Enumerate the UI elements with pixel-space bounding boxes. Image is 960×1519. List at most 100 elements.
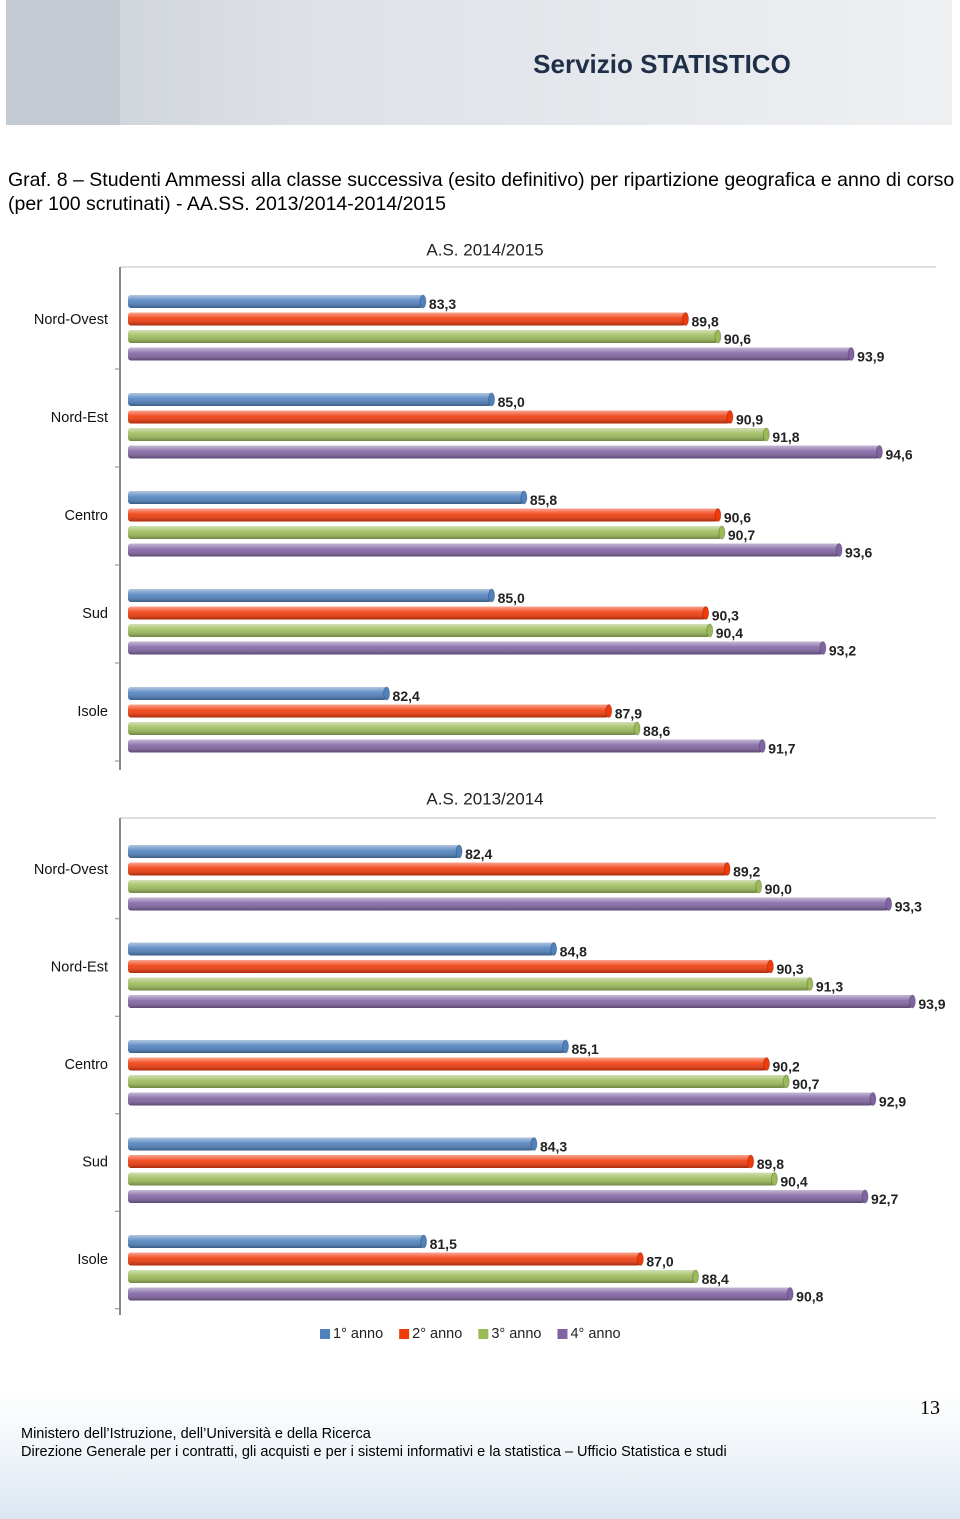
bar-cap [419, 294, 427, 309]
value-label: 88,6 [643, 723, 670, 739]
bar-shine [128, 1287, 791, 1301]
bar-cap [766, 959, 774, 974]
category-label: Nord-Est [51, 410, 108, 426]
bar-shine [128, 739, 763, 753]
bar-shine [128, 347, 852, 361]
bar-cap [550, 942, 558, 956]
bar-cap [875, 445, 883, 459]
value-label: 90,6 [724, 331, 751, 347]
bar-cap [562, 1039, 570, 1054]
category-label: Nord-Ovest [34, 862, 108, 878]
bar-shine [128, 428, 767, 441]
bar-shine [128, 687, 387, 700]
legend-swatch [320, 1329, 330, 1339]
bar-cap [726, 410, 734, 424]
bar-shine [128, 1235, 424, 1248]
bar-cap [714, 508, 722, 522]
bar-shine [128, 704, 609, 718]
header-banner [6, 0, 952, 125]
bar-cap [806, 977, 814, 991]
value-label: 83,3 [429, 296, 456, 312]
bar-cap [488, 392, 496, 407]
bar-shine [128, 1172, 775, 1186]
category-label: Nord-Ovest [34, 312, 108, 328]
bar-cap [758, 739, 766, 753]
value-label: 84,3 [540, 1139, 567, 1155]
category-label: Isole [77, 1252, 108, 1268]
bar-shine [128, 897, 889, 911]
bar-cap [819, 641, 827, 655]
page-number: 13 [920, 1397, 940, 1419]
legend-label: 4° anno [570, 1326, 620, 1342]
value-label: 90,4 [780, 1174, 807, 1190]
bar-cap [488, 588, 496, 603]
category-label: Sud [82, 606, 108, 622]
bar-cap [847, 347, 855, 361]
value-label: 90,7 [792, 1076, 819, 1092]
value-label: 93,2 [829, 643, 856, 659]
value-label: 92,9 [879, 1094, 906, 1110]
bar-cap [383, 686, 391, 701]
chart-title: A.S. 2014/2015 [426, 240, 543, 259]
bar-shine [128, 995, 913, 1008]
value-label: 93,6 [845, 545, 872, 561]
header-photo [6, 0, 120, 125]
bar-cap [530, 1137, 538, 1151]
category-label: Nord-Est [51, 959, 108, 975]
value-label: 82,4 [465, 846, 492, 862]
value-label: 94,6 [885, 447, 912, 463]
category-label: Centro [64, 1057, 108, 1073]
value-label: 88,4 [702, 1271, 729, 1287]
legend-swatch [399, 1329, 410, 1339]
category-label: Isole [77, 704, 108, 720]
caption: Graf. 8 – Studenti Ammessi alla classe s… [8, 169, 955, 215]
value-label: 90,3 [712, 608, 739, 624]
value-label: 85,8 [530, 492, 557, 508]
value-label: 84,8 [560, 944, 587, 960]
legend-swatch [478, 1329, 489, 1339]
value-label: 93,9 [857, 349, 884, 365]
value-label: 90,4 [716, 625, 743, 641]
bar-cap [885, 897, 893, 911]
value-label: 92,7 [871, 1191, 898, 1207]
legend-label: 2° anno [412, 1326, 462, 1342]
footer-band [0, 1390, 960, 1519]
value-label: 91,7 [768, 741, 795, 757]
value-label: 89,8 [757, 1156, 784, 1172]
bar-shine [128, 880, 759, 893]
value-label: 82,4 [393, 688, 420, 704]
bar-cap [835, 543, 843, 557]
bar-shine [128, 445, 880, 459]
bar-shine [128, 845, 460, 858]
value-label: 87,0 [646, 1254, 673, 1270]
bar-cap [714, 329, 722, 344]
bar-shine [128, 977, 810, 991]
bar-shine [128, 312, 686, 326]
bar-shine [128, 1092, 873, 1106]
bar-shine [128, 1075, 787, 1088]
value-label: 90,8 [796, 1289, 823, 1305]
charts: A.S. 2014/2015 Nord-Ovest 83,3 89,8 90,6 93,9… [34, 240, 946, 1341]
value-label: 90,6 [724, 510, 751, 526]
bar-shine [128, 295, 423, 308]
bar-shine [128, 589, 492, 602]
header-brand: Servizio STATISTICO [533, 49, 791, 79]
legend-swatch [557, 1329, 568, 1339]
bar-shine [128, 1155, 751, 1168]
value-label: 87,9 [615, 706, 642, 722]
bar-cap [861, 1189, 869, 1204]
value-label: 93,3 [895, 899, 922, 915]
value-label: 90,7 [728, 527, 755, 543]
footer-line: Direzione Generale per i contratti, gli … [21, 1444, 727, 1460]
value-label: 90,0 [765, 881, 792, 897]
category-label: Sud [82, 1154, 108, 1170]
bar-shine [128, 1057, 767, 1071]
bar-shine [128, 1040, 566, 1053]
bar-shine [128, 1137, 534, 1151]
legend-label: 1° anno [333, 1326, 383, 1342]
value-label: 90,3 [776, 961, 803, 977]
bar-shine [128, 1252, 641, 1266]
bar-shine [128, 942, 554, 956]
